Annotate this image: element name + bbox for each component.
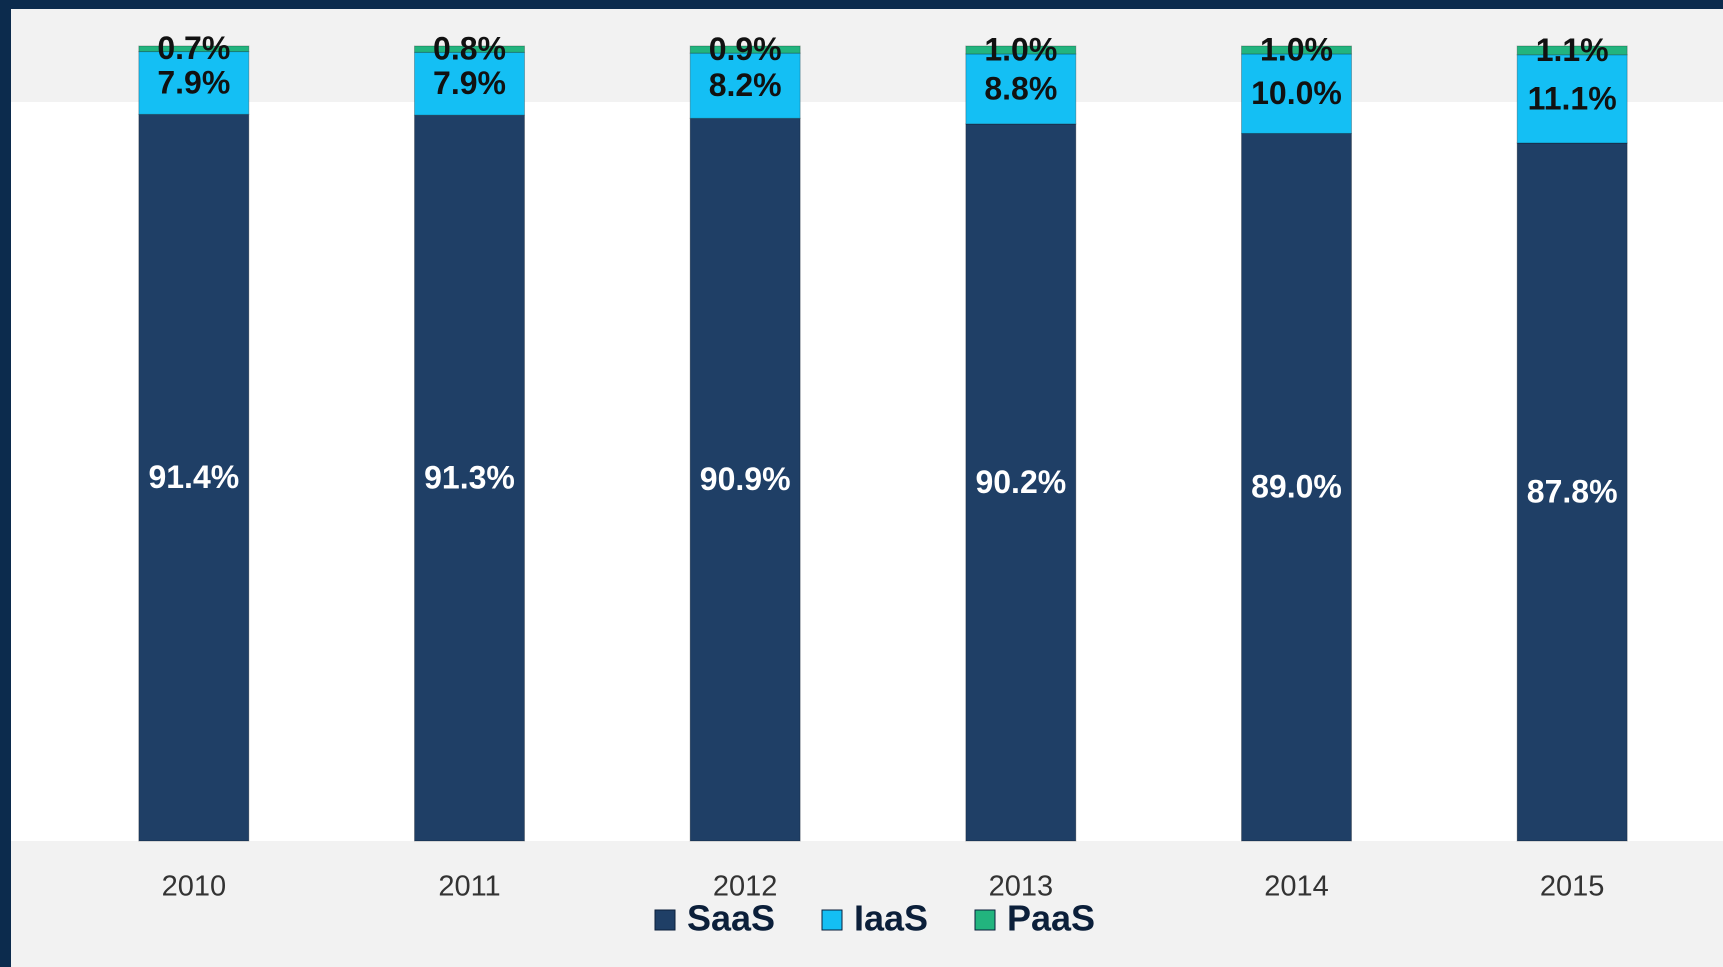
data-label: 11.1% bbox=[1528, 80, 1617, 116]
data-label: 8.8% bbox=[984, 70, 1057, 106]
data-label: 0.8% bbox=[433, 31, 506, 67]
bar-segment bbox=[138, 51, 250, 115]
x-tick-label: 2015 bbox=[1540, 871, 1605, 903]
legend-label: IaaS bbox=[854, 898, 928, 939]
legend-label: PaaS bbox=[1007, 898, 1095, 939]
data-label: 1.0% bbox=[984, 31, 1057, 67]
bar-segment bbox=[689, 117, 801, 842]
x-tick-label: 2010 bbox=[162, 871, 227, 903]
bar-segment bbox=[965, 53, 1077, 125]
legend-swatch bbox=[821, 909, 843, 931]
data-label: 7.9% bbox=[433, 65, 506, 101]
plot-area bbox=[11, 102, 1723, 841]
data-label: 87.8% bbox=[1527, 473, 1618, 509]
data-label: 0.7% bbox=[157, 30, 230, 66]
bar-segment bbox=[138, 113, 250, 842]
data-label: 90.9% bbox=[700, 461, 791, 497]
x-tick-label: 2013 bbox=[989, 871, 1054, 903]
data-label: 89.0% bbox=[1251, 469, 1342, 505]
data-label: 90.2% bbox=[975, 464, 1066, 500]
legend-label: SaaS bbox=[687, 898, 775, 939]
bar-segment bbox=[689, 45, 801, 54]
legend-swatch bbox=[974, 909, 996, 931]
bar-segment bbox=[1241, 45, 1352, 55]
data-label: 10.0% bbox=[1251, 75, 1342, 111]
bar-segment bbox=[138, 45, 250, 53]
bar-segment bbox=[414, 45, 525, 53]
bar-segment bbox=[1516, 54, 1628, 144]
data-label: 1.0% bbox=[1260, 31, 1333, 67]
data-label: 91.3% bbox=[424, 460, 515, 496]
data-label: 1.1% bbox=[1536, 32, 1609, 68]
x-tick-label: 2014 bbox=[1264, 871, 1329, 903]
data-label: 0.9% bbox=[709, 31, 782, 67]
bar-segment bbox=[1241, 132, 1352, 842]
bar-segment bbox=[1516, 45, 1628, 56]
data-label: 7.9% bbox=[157, 64, 230, 100]
x-tick-label: 2012 bbox=[713, 871, 778, 903]
bar-segment bbox=[1516, 142, 1628, 842]
bar-segment bbox=[965, 45, 1077, 55]
bar-segment bbox=[414, 114, 525, 842]
x-tick-label: 2011 bbox=[438, 871, 500, 903]
data-label: 8.2% bbox=[709, 67, 782, 103]
legend-swatch bbox=[654, 909, 676, 931]
data-label: 91.4% bbox=[148, 459, 239, 495]
bar-segment bbox=[1241, 53, 1352, 134]
